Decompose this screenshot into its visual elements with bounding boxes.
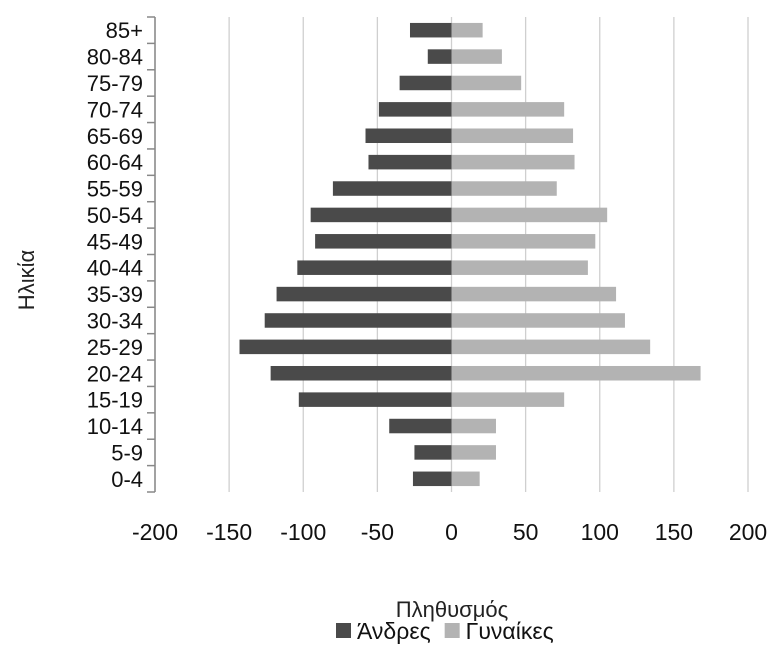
legend-swatch-female <box>444 623 460 638</box>
legend: Άνδρες Γυναίκες <box>336 618 554 644</box>
bar-female <box>451 181 557 196</box>
x-axis-ticks: -200 -150 -100 -50 0 50 100 150 200 <box>132 519 767 545</box>
y-tick-label: 85+ <box>106 18 143 43</box>
bar-male <box>270 365 452 381</box>
bars <box>239 22 701 487</box>
y-tick-label: 75-79 <box>87 71 143 96</box>
bar-male <box>264 313 452 328</box>
y-tick-label: 35-39 <box>87 282 143 307</box>
bar-male <box>332 181 452 196</box>
x-tick-label: 50 <box>513 519 539 545</box>
x-tick-label: 100 <box>581 519 619 545</box>
x-tick-label: 200 <box>729 519 767 545</box>
bar-male <box>399 75 452 91</box>
bar-male <box>315 234 452 249</box>
bar-female <box>451 339 651 355</box>
bar-female <box>451 102 565 117</box>
x-tick-label: -200 <box>132 519 178 545</box>
legend-swatch-male <box>336 623 351 638</box>
bar-male <box>412 471 452 487</box>
bar-male <box>368 154 452 170</box>
bar-female <box>451 234 596 249</box>
bar-female <box>451 418 496 434</box>
gridlines <box>154 17 749 492</box>
bar-female <box>451 49 502 64</box>
bar-male <box>298 392 452 407</box>
bar-female <box>451 260 588 275</box>
y-tick-label: 30-34 <box>87 308 143 333</box>
y-tick-label: 15-19 <box>87 388 143 413</box>
y-tick-label: 0-4 <box>111 467 143 492</box>
bar-female <box>451 22 483 38</box>
y-tick-label: 60-64 <box>87 150 143 175</box>
x-tick-label: -50 <box>361 519 394 545</box>
y-tick-label: 70-74 <box>87 97 143 122</box>
y-tick-label: 10-14 <box>87 414 143 439</box>
y-tick-label: 20-24 <box>87 361 143 386</box>
x-tick-label: -100 <box>280 519 326 545</box>
bar-female <box>451 128 574 144</box>
x-tick-label: 0 <box>445 519 458 545</box>
y-tick-label: 50-54 <box>87 203 143 228</box>
bar-female <box>451 471 480 487</box>
y-axis: 0-45-910-1415-1920-2425-2930-3435-3940-4… <box>87 16 156 493</box>
y-tick-label: 25-29 <box>87 335 143 360</box>
bar-male <box>409 22 452 38</box>
bar-male <box>378 102 452 117</box>
y-tick-label: 80-84 <box>87 45 143 70</box>
y-tick-label: 40-44 <box>87 256 143 281</box>
bar-male <box>414 445 452 460</box>
legend-label-female: Γυναίκες <box>466 618 554 644</box>
bar-female <box>451 207 608 223</box>
legend-label-male: Άνδρες <box>357 618 431 644</box>
bar-male <box>427 49 452 64</box>
bar-male <box>239 339 452 355</box>
bar-female <box>451 286 617 302</box>
bar-female <box>451 313 625 328</box>
bar-male <box>365 128 452 144</box>
bar-female <box>451 154 575 170</box>
y-tick-label: 5-9 <box>111 440 143 465</box>
bar-female <box>451 75 522 91</box>
y-tick-label: 55-59 <box>87 177 143 202</box>
x-tick-label: -150 <box>206 519 252 545</box>
y-tick-label: 65-69 <box>87 124 143 149</box>
y-axis-title: Ηλικία <box>14 250 39 311</box>
bar-male <box>310 207 452 223</box>
bar-male <box>389 418 452 434</box>
y-tick-label: 45-49 <box>87 229 143 254</box>
bar-male <box>297 260 452 275</box>
bar-female <box>451 445 496 460</box>
bar-female <box>451 365 701 381</box>
x-axis-title: Πληθυσμός <box>396 597 508 622</box>
x-tick-label: 150 <box>655 519 693 545</box>
bar-female <box>451 392 565 407</box>
bar-male <box>276 286 452 302</box>
